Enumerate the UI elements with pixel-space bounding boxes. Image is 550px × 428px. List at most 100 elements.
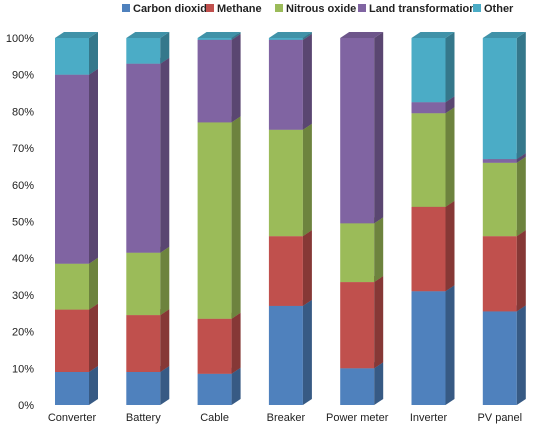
- bar-segment-side: [302, 123, 312, 237]
- bar-segment-front: [340, 368, 375, 405]
- x-category-label: Power meter: [326, 412, 389, 424]
- bar-segment-front: [55, 371, 89, 405]
- bar-segment-front: [340, 282, 375, 369]
- bar-segment-side: [160, 309, 170, 372]
- bar-segment-front: [340, 38, 375, 224]
- bar-segment: [482, 156, 526, 237]
- legend-swatch: [358, 4, 366, 12]
- bar-stack: [55, 32, 98, 405]
- bar-segment-top: [482, 32, 526, 38]
- x-category-label: PV panel: [477, 412, 522, 424]
- bar-segment-side: [302, 32, 312, 40]
- bar-segment: [411, 200, 455, 292]
- bar-segment: [340, 32, 384, 224]
- bar-segment-side: [516, 32, 526, 160]
- bar-segment: [197, 32, 241, 40]
- legend-label: Other: [484, 3, 514, 15]
- bar-segment-front: [340, 223, 375, 283]
- bar-segment: [126, 32, 170, 64]
- legend-label: Methane: [217, 3, 262, 15]
- bar-segment-side: [302, 33, 312, 130]
- bar-segment-front: [482, 159, 517, 163]
- bar-segment: [482, 32, 526, 160]
- bar-segment-side: [445, 96, 455, 114]
- bar-segment-front: [482, 162, 517, 237]
- bar-segment: [268, 230, 312, 306]
- legend-item: Carbon dioxide: [122, 3, 213, 15]
- legend-item: Methane: [206, 3, 262, 15]
- x-category-label: Battery: [126, 412, 161, 424]
- legend-item: Nitrous oxide: [275, 3, 356, 15]
- bar-segment-side: [89, 365, 98, 405]
- bar-segment-front: [55, 74, 89, 264]
- bar-segment-top: [340, 32, 384, 38]
- y-tick-label: 0%: [18, 400, 34, 412]
- bar-segment-front: [482, 38, 517, 160]
- bar-segment-side: [302, 230, 312, 306]
- legend-swatch: [122, 4, 130, 12]
- bar-stack: [197, 32, 241, 405]
- y-tick-label: 70%: [12, 143, 34, 155]
- bar-segment-top: [197, 32, 241, 38]
- bar-stack: [482, 32, 526, 405]
- bar-segment-top: [126, 32, 170, 38]
- y-axis: 0% 10% 20% 30% 40% 50% 60% 70% 80% 90% 100%: [6, 33, 34, 412]
- legend-swatch: [206, 4, 214, 12]
- bar-segment-front: [55, 309, 89, 372]
- bar-segment: [482, 305, 526, 405]
- bar-segment-side: [445, 32, 455, 103]
- y-tick-label: 50%: [12, 217, 34, 229]
- bar-segment-side: [516, 153, 526, 163]
- bar-segment: [340, 276, 384, 369]
- bar-segment-side: [160, 365, 170, 405]
- bar-segment-top: [55, 32, 98, 38]
- bar-segment: [268, 299, 312, 405]
- bar-segment-front: [268, 39, 303, 130]
- x-category-label: Converter: [48, 412, 97, 424]
- bar-segment-front: [411, 113, 446, 207]
- legend-item: Land transformation: [358, 3, 476, 15]
- bar-segment-front: [197, 122, 232, 319]
- bar-segment: [197, 33, 241, 123]
- bar-segment-side: [374, 217, 384, 283]
- bar-segment-side: [160, 57, 170, 253]
- bar-segment-front: [482, 311, 517, 405]
- bar-segment-side: [231, 312, 241, 374]
- bar-segment-front: [126, 38, 161, 64]
- bar-segment-front: [411, 102, 446, 114]
- bar-segment-front: [126, 252, 161, 316]
- bar-segment-front: [482, 236, 517, 312]
- bar-segment-side: [89, 257, 98, 310]
- y-tick-label: 60%: [12, 180, 34, 192]
- bar-segment: [340, 217, 384, 283]
- bar-segment-front: [411, 206, 446, 292]
- bar-segment: [55, 257, 98, 310]
- legend-swatch: [473, 4, 481, 12]
- legend: Carbon dioxide Methane Nitrous oxide Land t…: [122, 3, 514, 15]
- bar-segment-front: [268, 129, 303, 237]
- x-category-label: Cable: [200, 412, 229, 424]
- bar-segment-front: [268, 305, 303, 405]
- legend-swatch: [275, 4, 283, 12]
- bar-segment-side: [231, 367, 241, 405]
- bar-segment: [126, 309, 170, 372]
- bar-segment-top: [268, 32, 312, 38]
- y-tick-label: 100%: [6, 33, 34, 45]
- bar-segment-front: [55, 38, 89, 75]
- bar-segment: [268, 123, 312, 237]
- y-tick-label: 30%: [12, 290, 34, 302]
- bar-segment: [126, 57, 170, 253]
- legend-item: Other: [473, 3, 514, 15]
- bar-segment-side: [89, 303, 98, 372]
- bar-segment: [268, 32, 312, 40]
- bar-segment-side: [374, 276, 384, 369]
- bar-segment-front: [411, 38, 446, 103]
- bar-segment-side: [516, 305, 526, 405]
- bar-segment: [411, 285, 455, 405]
- x-category-label: Inverter: [410, 412, 448, 424]
- bar-segment-front: [268, 38, 303, 40]
- bar-segment-side: [302, 299, 312, 405]
- bar-segment-side: [160, 246, 170, 316]
- bar-segment: [55, 68, 98, 264]
